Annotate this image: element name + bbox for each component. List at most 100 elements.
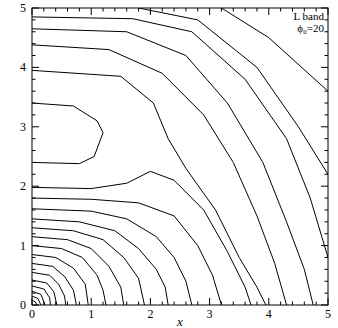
contour-line: [32, 300, 37, 305]
x-minor-tick: [245, 302, 246, 306]
y-tick: [32, 305, 39, 306]
y-tick-right: [321, 8, 328, 9]
y-minor-tick: [325, 138, 329, 139]
x-minor-tick: [197, 8, 198, 12]
contour-line: [32, 228, 144, 305]
y-tick-label: 0: [20, 298, 26, 312]
x-tick: [91, 298, 92, 305]
y-minor-tick: [325, 103, 329, 104]
x-tick-top: [328, 8, 329, 15]
x-minor-tick: [221, 302, 222, 306]
contour-line: [32, 286, 50, 305]
y-minor-tick: [32, 150, 36, 151]
contours: [32, 8, 328, 305]
y-tick: [32, 126, 39, 127]
x-minor-tick: [103, 302, 104, 306]
contour-line: [32, 296, 41, 305]
y-minor-tick: [32, 138, 36, 139]
y-minor-tick: [325, 281, 329, 282]
y-minor-tick: [325, 43, 329, 44]
x-tick: [209, 298, 210, 305]
y-minor-tick: [32, 257, 36, 258]
chart: 012345012345xL bandϕ₀=20: [0, 0, 338, 328]
x-minor-tick: [126, 8, 127, 12]
y-tick: [32, 186, 39, 187]
x-minor-tick: [43, 302, 44, 306]
contour-line: [32, 198, 221, 305]
x-minor-tick: [280, 8, 281, 12]
x-minor-tick: [126, 302, 127, 306]
x-tick-top: [268, 8, 269, 15]
x-minor-tick: [55, 8, 56, 12]
y-minor-tick: [32, 79, 36, 80]
y-tick-label: 1: [20, 239, 26, 253]
x-minor-tick: [103, 8, 104, 12]
x-axis-label: x: [176, 314, 183, 328]
x-minor-tick: [174, 8, 175, 12]
y-tick-label: 4: [20, 60, 26, 74]
y-minor-tick: [325, 198, 329, 199]
x-minor-tick: [162, 8, 163, 12]
contour-line: [32, 255, 88, 305]
contour-line: [32, 103, 103, 164]
x-minor-tick: [114, 8, 115, 12]
y-minor-tick: [325, 233, 329, 234]
contour-line: [32, 263, 76, 305]
y-tick-right: [321, 67, 328, 68]
y-minor-tick: [32, 103, 36, 104]
x-tick-label: 0: [29, 307, 35, 321]
x-minor-tick: [197, 302, 198, 306]
contour-line: [139, 8, 328, 174]
y-minor-tick: [32, 174, 36, 175]
x-minor-tick: [256, 8, 257, 12]
y-minor-tick: [32, 221, 36, 222]
x-minor-tick: [316, 302, 317, 306]
x-minor-tick: [79, 302, 80, 306]
y-tick: [32, 67, 39, 68]
x-minor-tick: [233, 8, 234, 12]
annotation: L band: [294, 10, 325, 22]
x-minor-tick: [245, 8, 246, 12]
y-minor-tick: [32, 293, 36, 294]
y-minor-tick: [32, 114, 36, 115]
x-tick-label: 5: [325, 307, 331, 321]
x-minor-tick: [67, 302, 68, 306]
y-minor-tick: [32, 31, 36, 32]
y-tick-right: [321, 186, 328, 187]
x-minor-tick: [233, 302, 234, 306]
x-minor-tick: [304, 302, 305, 306]
y-tick-label: 2: [20, 179, 26, 193]
y-minor-tick: [325, 269, 329, 270]
x-minor-tick: [79, 8, 80, 12]
y-minor-tick: [325, 221, 329, 222]
x-minor-tick: [67, 8, 68, 12]
x-minor-tick: [221, 8, 222, 12]
y-minor-tick: [325, 114, 329, 115]
y-minor-tick: [325, 257, 329, 258]
x-minor-tick: [138, 302, 139, 306]
x-tick-top: [150, 8, 151, 15]
y-tick: [32, 245, 39, 246]
y-minor-tick: [32, 269, 36, 270]
x-minor-tick: [162, 302, 163, 306]
y-minor-tick: [325, 91, 329, 92]
y-tick-label: 3: [20, 120, 26, 134]
y-minor-tick: [32, 43, 36, 44]
contour-line: [32, 291, 45, 305]
contour-line: [32, 17, 328, 258]
annotation: ϕ₀=20: [297, 22, 324, 34]
x-tick-label: 3: [207, 307, 213, 321]
x-minor-tick: [174, 302, 175, 306]
x-minor-tick: [185, 302, 186, 306]
x-minor-tick: [185, 8, 186, 12]
contour-line: [32, 29, 313, 305]
x-tick-label: 1: [88, 307, 94, 321]
x-minor-tick: [256, 302, 257, 306]
y-minor-tick: [325, 209, 329, 210]
y-minor-tick: [325, 293, 329, 294]
y-minor-tick: [32, 19, 36, 20]
contour-line: [32, 171, 251, 305]
contour-line: [221, 8, 328, 91]
x-minor-tick: [114, 302, 115, 306]
contour-line: [32, 272, 66, 305]
